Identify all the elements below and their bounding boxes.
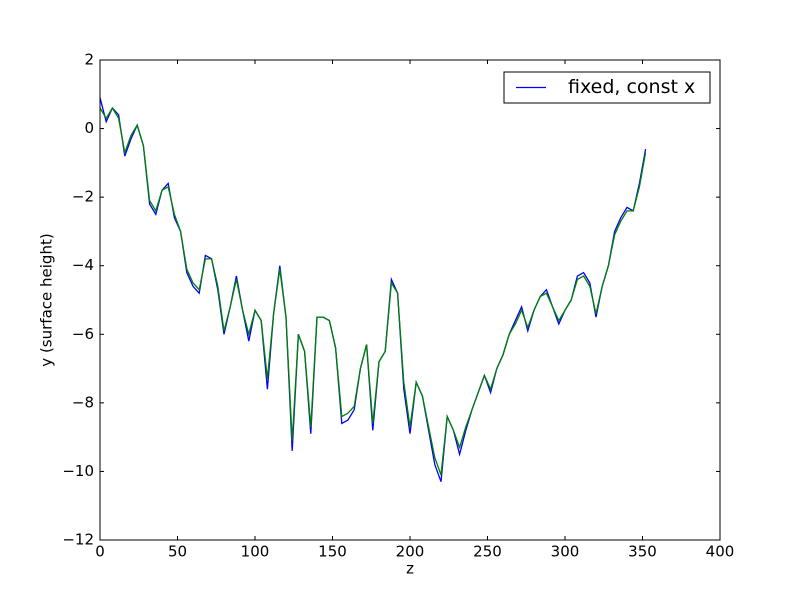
y-axis-label: y (surface height) xyxy=(38,233,56,366)
y-tick-label: −12 xyxy=(62,531,94,549)
y-tick-label: −10 xyxy=(62,462,94,480)
legend-label: fixed, const x xyxy=(568,76,695,98)
y-tick-label: 2 xyxy=(84,51,94,69)
x-tick-label: 100 xyxy=(241,543,270,561)
x-tick-label: 350 xyxy=(628,543,657,561)
x-tick-label: 250 xyxy=(473,543,502,561)
y-tick-label: −2 xyxy=(72,188,94,206)
x-tick-label: 150 xyxy=(318,543,347,561)
x-tick-label: 200 xyxy=(396,543,425,561)
data-line xyxy=(99,106,647,476)
x-axis-label: z xyxy=(406,560,414,578)
y-tick-label: −6 xyxy=(72,325,94,343)
y-tick-label: −4 xyxy=(72,256,94,274)
x-tick-label: 400 xyxy=(706,543,735,561)
x-tick-label: 300 xyxy=(551,543,580,561)
x-tick-label: 0 xyxy=(95,543,105,561)
y-tick-label: 0 xyxy=(84,119,94,137)
x-tick-label: 50 xyxy=(168,543,187,561)
y-tick-label: −8 xyxy=(72,393,94,411)
